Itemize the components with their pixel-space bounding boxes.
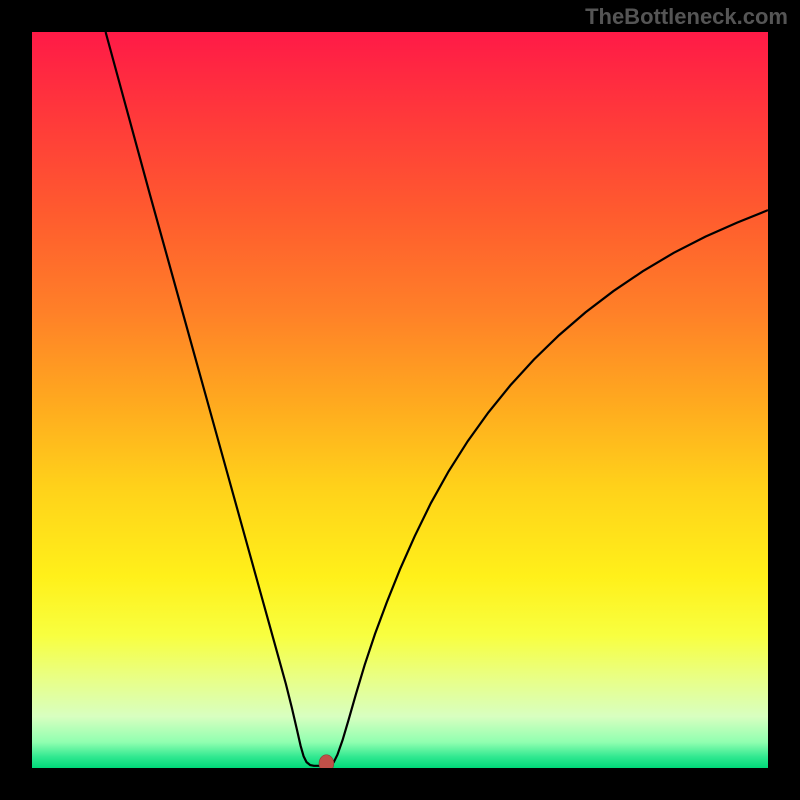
plot-area xyxy=(32,32,768,768)
watermark-text: TheBottleneck.com xyxy=(585,4,788,30)
figure-container: TheBottleneck.com xyxy=(0,0,800,800)
chart-svg xyxy=(32,32,768,768)
gradient-background xyxy=(32,32,768,768)
